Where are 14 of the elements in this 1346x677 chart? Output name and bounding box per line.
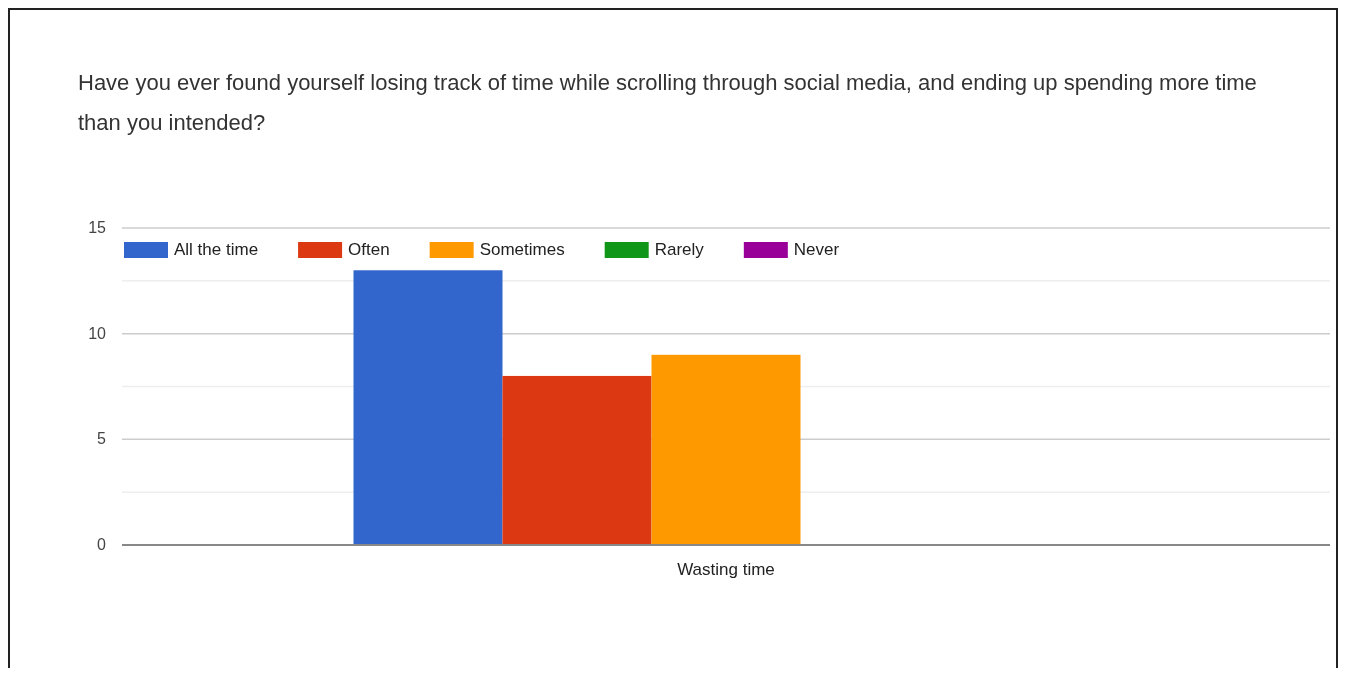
bar bbox=[651, 354, 801, 545]
legend-label: Never bbox=[793, 240, 840, 259]
legend-label: Rarely bbox=[654, 240, 705, 259]
legend-label: All the time bbox=[174, 240, 259, 259]
x-tick-label: Wasting time bbox=[677, 560, 775, 579]
chart-title: Have you ever found yourself losing track of time while scrolling through social media, and ending up spending more time than you intended? bbox=[78, 70, 1257, 135]
bar bbox=[502, 375, 652, 545]
y-tick-label: 5 bbox=[97, 430, 107, 448]
y-tick-label: 15 bbox=[88, 219, 107, 236]
y-tick-label: 10 bbox=[88, 324, 107, 342]
legend-label: Often bbox=[348, 240, 390, 259]
bar bbox=[353, 270, 503, 545]
y-tick-label: 0 bbox=[97, 536, 107, 553]
legend-label: Sometimes bbox=[479, 240, 565, 259]
